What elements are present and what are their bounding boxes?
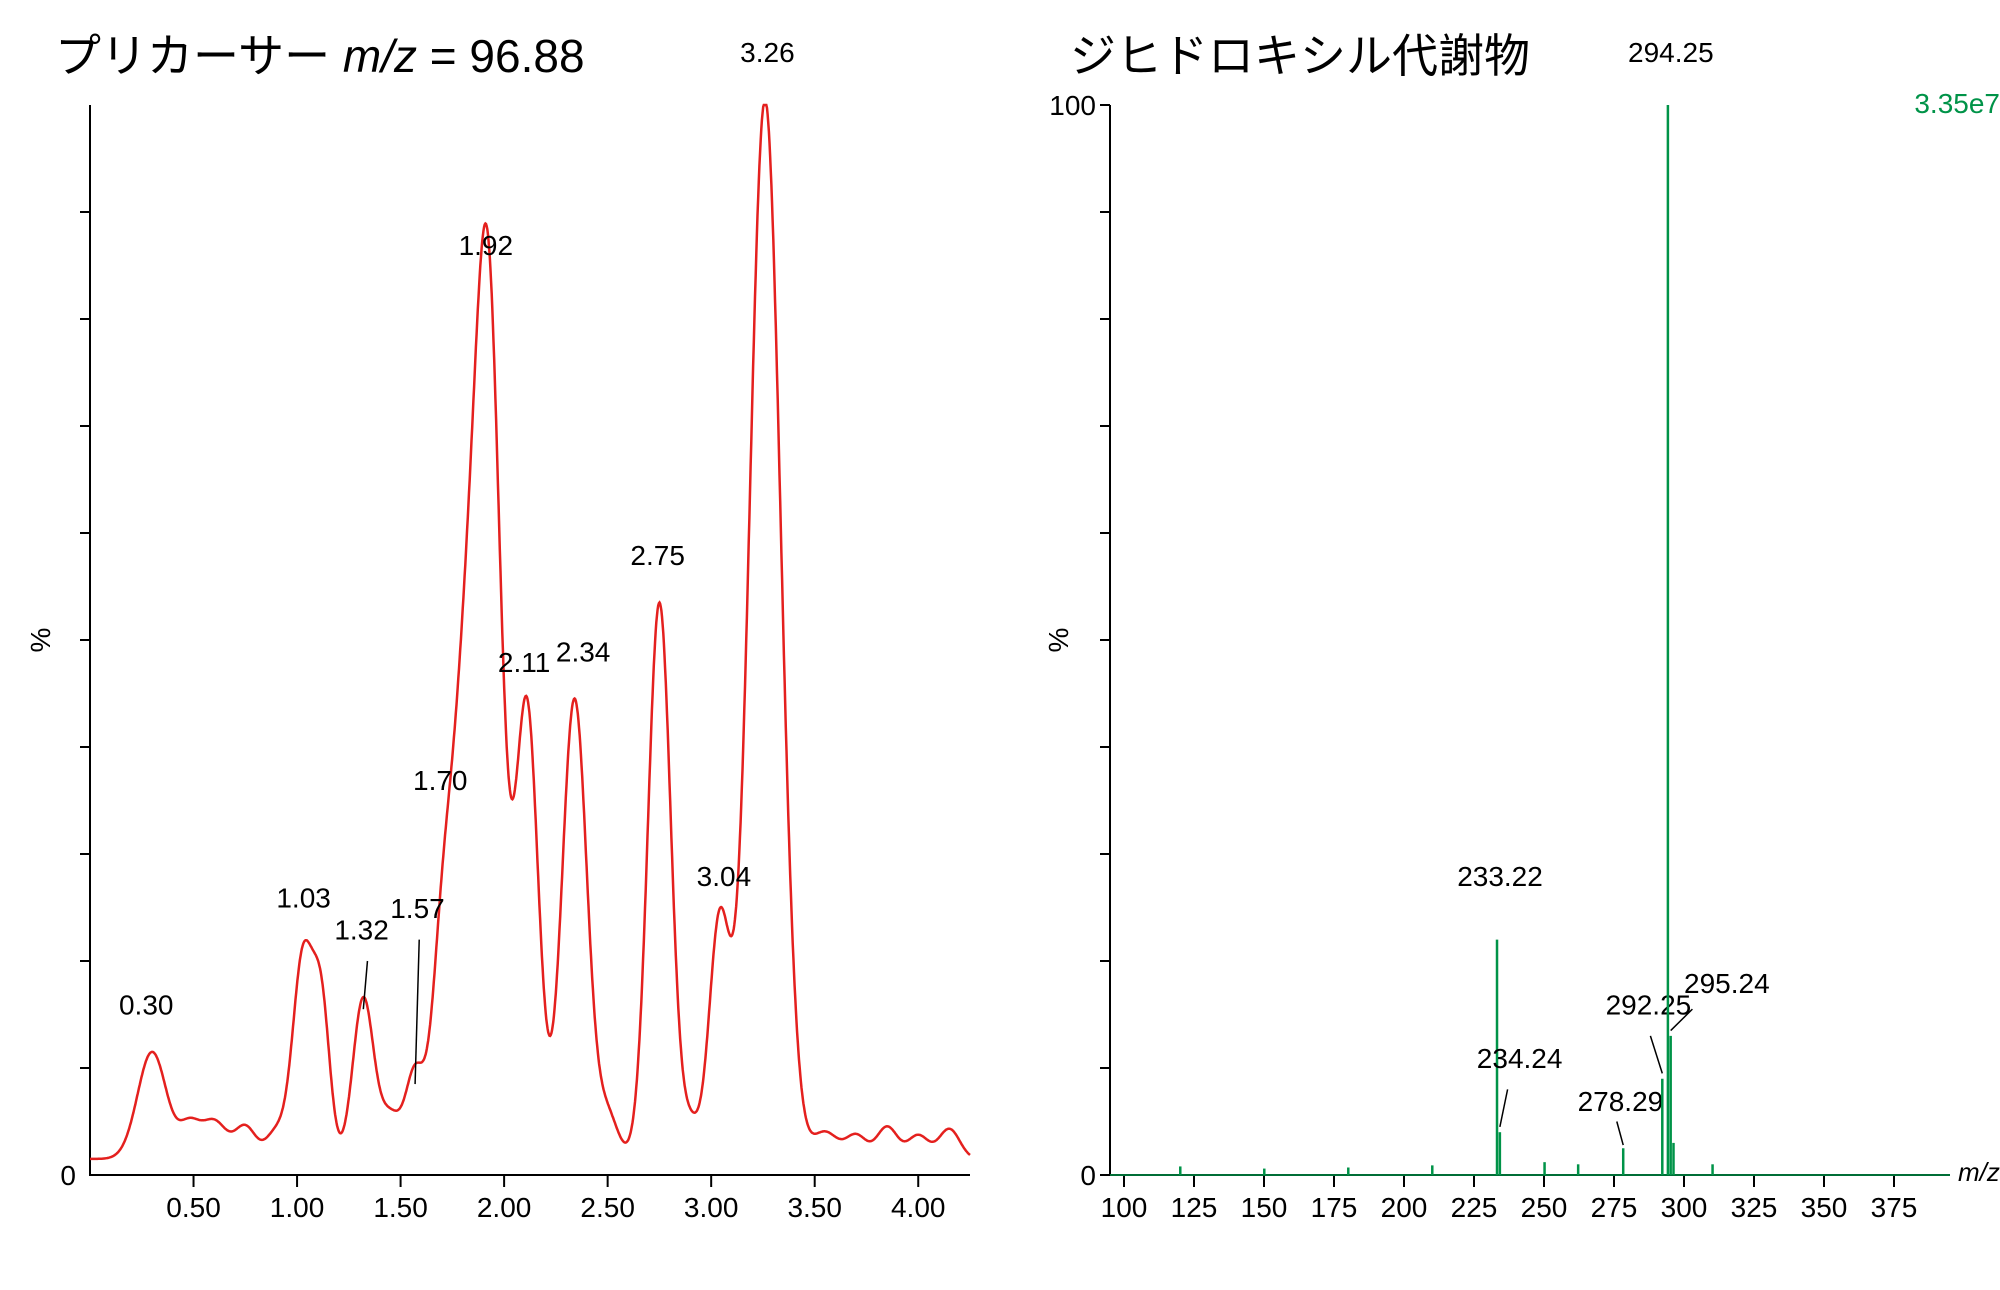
x-tick-label: 350 [1801, 1192, 1848, 1223]
x-tick-label: 1.50 [373, 1192, 428, 1223]
x-tick-label: 375 [1871, 1192, 1918, 1223]
y-tick-label: 0 [60, 1160, 76, 1191]
x-axis-label: m/z [1958, 1157, 2000, 1187]
left-title-prefix: プリカーサー [55, 30, 343, 82]
left-chart-title: プリカーサー m/z = 96.88 [55, 20, 585, 86]
y-tick-label: 0 [1080, 1160, 1096, 1191]
x-tick-label: 4.00 [891, 1192, 946, 1223]
right-chart-title: ジヒドロキシル代謝物 [1070, 20, 1530, 86]
chromatogram-trace [90, 105, 970, 1159]
x-tick-label: 0.50 [166, 1192, 221, 1223]
peak-label: 2.34 [556, 636, 611, 667]
x-tick-label: 225 [1451, 1192, 1498, 1223]
x-tick-label: 2.00 [477, 1192, 532, 1223]
x-tick-label: 175 [1311, 1192, 1358, 1223]
x-tick-label: 200 [1381, 1192, 1428, 1223]
x-tick-label: 1.00 [270, 1192, 325, 1223]
peak-label: 3.04 [697, 861, 752, 892]
peak-label: 294.25 [1628, 37, 1714, 68]
x-tick-label: 250 [1521, 1192, 1568, 1223]
x-tick-label: 325 [1731, 1192, 1778, 1223]
chromatogram-chart: 0.50 1.00 1.50 2.00 2.50 3.00 3.50 4.00 0% 0.30 1.… [20, 105, 980, 1235]
x-tick-label: 275 [1591, 1192, 1638, 1223]
peak-label: 3.26 [740, 37, 795, 68]
peak-label: 1.57 [390, 893, 445, 924]
x-tick-label: 125 [1171, 1192, 1218, 1223]
x-tick-label: 3.00 [684, 1192, 739, 1223]
x-tick-label: 100 [1101, 1192, 1148, 1223]
intensity-label: 3.35e7 [1914, 88, 2000, 119]
left-title-mz: m/z [343, 30, 417, 82]
peak-label: 234.24 [1477, 1043, 1563, 1074]
peak-label: 0.30 [119, 990, 174, 1021]
y-axis-label: % [25, 628, 56, 653]
peak-label: 292.25 [1606, 990, 1692, 1021]
left-title-suffix: = 96.88 [417, 30, 585, 82]
peak-label: 1.32 [334, 915, 389, 946]
peak-label: 295.24 [1684, 968, 1770, 999]
peak-label: 1.92 [459, 230, 514, 261]
x-tick-label: 3.50 [787, 1192, 842, 1223]
y-tick-label: 100 [1049, 90, 1096, 121]
peak-label: 1.70 [413, 765, 468, 796]
y-axis-label: % [1043, 628, 1074, 653]
x-tick-label: 150 [1241, 1192, 1288, 1223]
peak-label: 233.22 [1457, 861, 1543, 892]
peak-label: 278.29 [1578, 1086, 1664, 1117]
peak-label: 2.11 [498, 647, 550, 678]
mass-spectrum-chart: 1001251501752002252502753003253503750100… [1040, 105, 2000, 1235]
peak-label: 1.03 [276, 883, 331, 914]
x-tick-label: 2.50 [580, 1192, 635, 1223]
x-tick-label: 300 [1661, 1192, 1708, 1223]
peak-label: 2.75 [630, 540, 685, 571]
